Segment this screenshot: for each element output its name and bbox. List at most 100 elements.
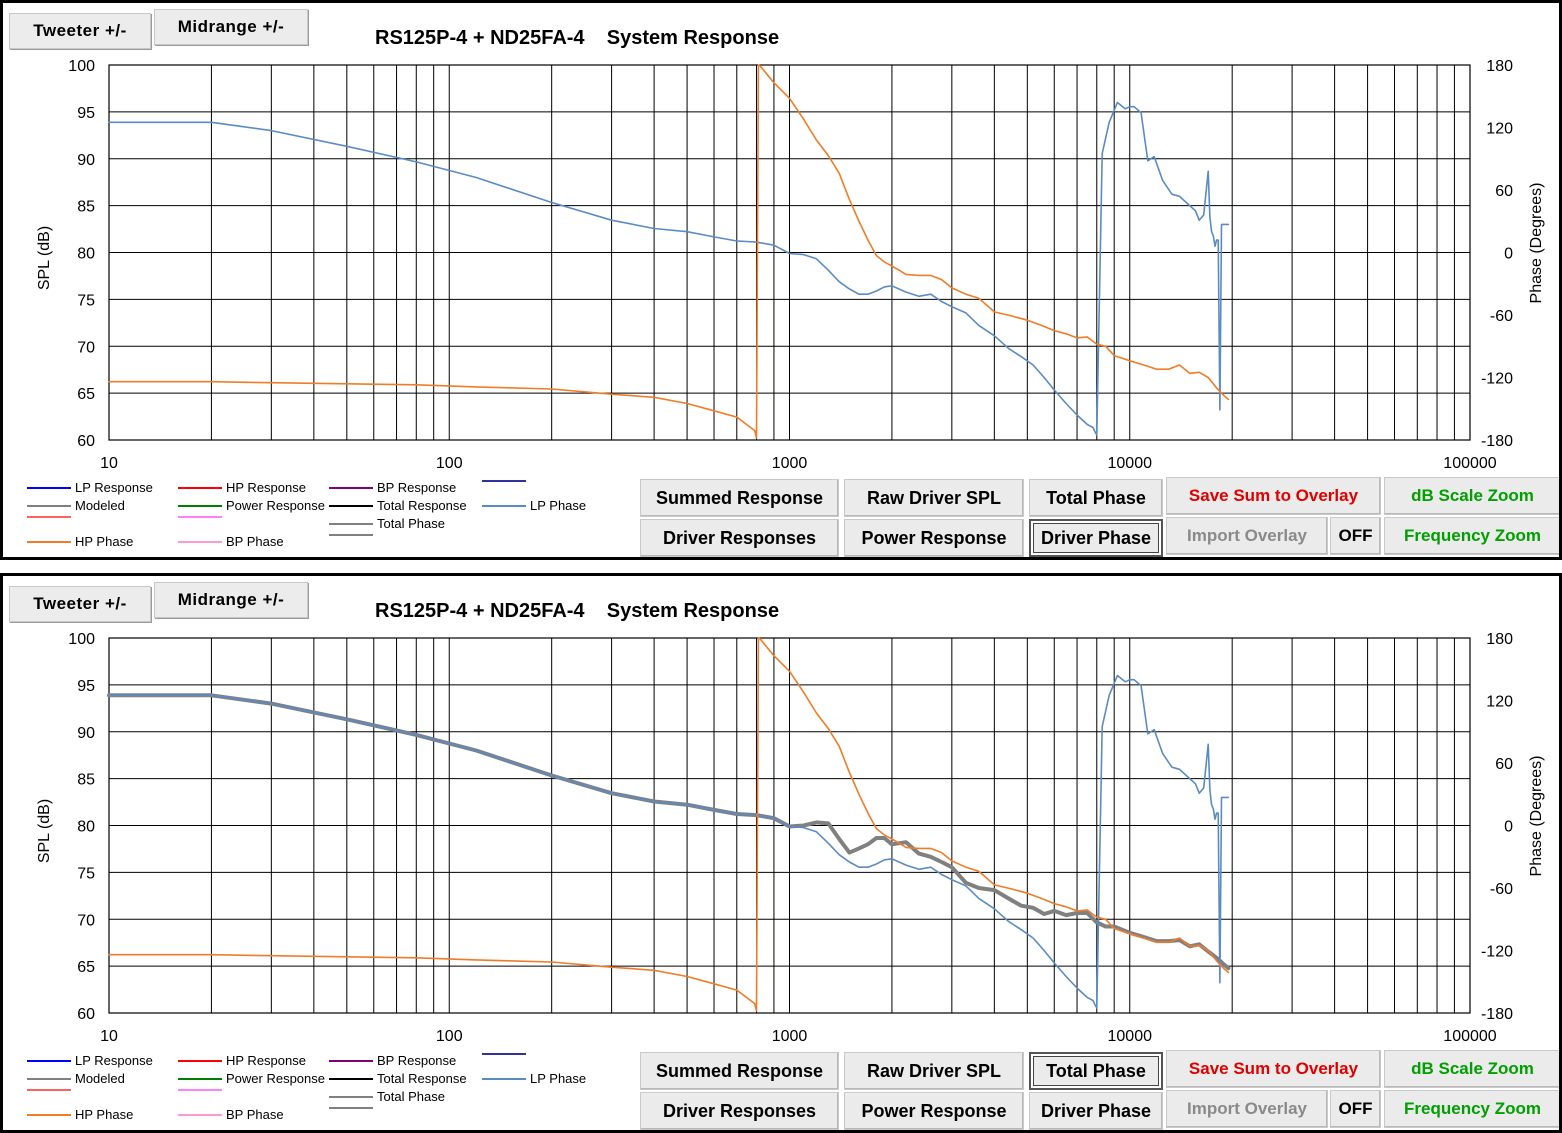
legend-swatch [329, 486, 373, 489]
y2-tick-label: 60 [1495, 756, 1513, 773]
driver-phase-button[interactable]: Driver Phase [1029, 1092, 1163, 1130]
hp-phase-series [108, 64, 1230, 439]
power-response-button[interactable]: Power Response [844, 519, 1024, 557]
legend-item: Modeled [27, 498, 125, 513]
legend-label: LP Response [75, 480, 153, 495]
summed-response-button[interactable]: Summed Response [640, 1052, 839, 1090]
y-tick-label: 70 [77, 339, 95, 356]
legend-item: Power Response [178, 498, 325, 513]
legend-label: Power Response [226, 1071, 325, 1086]
legend-label: Total Response [377, 498, 467, 513]
midrange-polarity-button[interactable]: Midrange +/- [154, 582, 308, 618]
total-phase-button[interactable]: Total Phase [1029, 479, 1163, 517]
y-tick-label: 100 [68, 631, 95, 648]
y2-axis-label: Phase (Degrees) [1528, 756, 1545, 877]
legend-swatch [329, 1095, 373, 1098]
legend-label: Modeled [75, 1071, 125, 1086]
legend-swatch [178, 1089, 222, 1091]
y2-tick-label: -180 [1481, 1006, 1513, 1023]
legend-label: LP Response [75, 1053, 153, 1068]
legend-swatch [482, 480, 526, 482]
chart-title: RS125P-4 + ND25FA-4 System Response [375, 600, 780, 622]
legend-swatch [178, 1113, 222, 1116]
legend-swatch [482, 504, 526, 507]
y2-tick-label: 120 [1486, 121, 1513, 138]
y-tick-label: 90 [77, 152, 95, 169]
y-tick-label: 75 [77, 865, 95, 882]
legend-item: Total Phase [329, 1089, 445, 1104]
x-tick-label: 1000 [772, 1028, 808, 1045]
legend-item: BP Response [329, 480, 456, 495]
overlay-toggle[interactable]: OFF [1330, 1090, 1381, 1128]
legend-item: HP Phase [27, 534, 133, 549]
y-tick-label: 60 [77, 433, 95, 450]
legend-item [329, 534, 377, 536]
x-tick-label: 10000 [1108, 1028, 1153, 1045]
legend-swatch [329, 522, 373, 525]
legend-swatch [178, 540, 222, 543]
x-tick-label: 100 [436, 455, 463, 472]
y2-tick-label: 120 [1486, 694, 1513, 711]
legend-swatch [329, 504, 373, 507]
legend-label: Power Response [226, 498, 325, 513]
y-tick-label: 70 [77, 912, 95, 929]
db-scale-zoom-button[interactable]: dB Scale Zoom [1384, 1050, 1559, 1088]
db-scale-zoom-button[interactable]: dB Scale Zoom [1384, 477, 1559, 515]
legend-label: Total Response [377, 1071, 467, 1086]
legend-swatch [27, 516, 71, 518]
raw-driver-spl-button[interactable]: Raw Driver SPL [844, 1052, 1024, 1090]
legend-item: Modeled [27, 1071, 125, 1086]
total-phase-button[interactable]: Total Phase [1029, 1052, 1163, 1090]
legend-item [482, 1053, 530, 1055]
legend-swatch [27, 540, 71, 543]
legend-item: HP Phase [27, 1107, 133, 1122]
legend-label: LP Phase [530, 1071, 587, 1086]
legend-item: HP Response [178, 1053, 306, 1068]
plot-frame [108, 637, 1471, 1014]
save-sum-to-overlay-button[interactable]: Save Sum to Overlay [1166, 477, 1381, 515]
y-tick-label: 65 [77, 959, 95, 976]
legend-item [178, 516, 226, 518]
y-tick-label: 65 [77, 386, 95, 403]
y-axis-label: SPL (dB) [36, 226, 53, 290]
legend-label: HP Response [226, 1053, 306, 1068]
legend-swatch [329, 1059, 373, 1062]
y-tick-label: 90 [77, 725, 95, 742]
system-response-panel: Tweeter +/- Midrange +/- RS125P-4 + ND25… [0, 573, 1562, 1133]
tweeter-polarity-button[interactable]: Tweeter +/- [9, 13, 151, 49]
legend-swatch [178, 1059, 222, 1062]
frequency-zoom-button[interactable]: Frequency Zoom [1384, 517, 1559, 555]
legend-item: Total Response [329, 1071, 467, 1086]
frequency-zoom-button[interactable]: Frequency Zoom [1384, 1090, 1559, 1128]
tweeter-polarity-button[interactable]: Tweeter +/- [9, 586, 151, 622]
legend-swatch [27, 504, 71, 507]
midrange-polarity-button[interactable]: Midrange +/- [154, 9, 308, 45]
driver-phase-button[interactable]: Driver Phase [1029, 519, 1163, 557]
legend-item: HP Response [178, 480, 306, 495]
legend-item: Total Response [329, 498, 467, 513]
x-tick-label: 1000 [772, 455, 808, 472]
y-tick-label: 75 [77, 292, 95, 309]
power-response-button[interactable]: Power Response [844, 1092, 1024, 1130]
raw-driver-spl-button[interactable]: Raw Driver SPL [844, 479, 1024, 517]
legend-item: LP Response [27, 480, 153, 495]
legend-swatch [329, 1107, 373, 1109]
driver-responses-button[interactable]: Driver Responses [640, 1092, 839, 1130]
import-overlay-button[interactable]: Import Overlay [1166, 1090, 1328, 1128]
legend-swatch [27, 1113, 71, 1116]
lp-phase-series [108, 101, 1230, 436]
legend-item: Total Phase [329, 516, 445, 531]
response-chart: 60 65 70 75 80 85 90 95 100 -180 -120 -60 0 60 120 180 1… [36, 631, 1545, 1045]
legend-label: BP Phase [226, 534, 284, 549]
legend-swatch [27, 1059, 71, 1062]
legend-label: HP Phase [75, 1107, 134, 1122]
driver-responses-button[interactable]: Driver Responses [640, 519, 839, 557]
overlay-toggle[interactable]: OFF [1330, 517, 1381, 555]
chart-legend: LP Response Modeled HP Phase HP Response Pow… [27, 480, 627, 557]
y-tick-label: 85 [77, 772, 95, 789]
import-overlay-button[interactable]: Import Overlay [1166, 517, 1328, 555]
save-sum-to-overlay-button[interactable]: Save Sum to Overlay [1166, 1050, 1381, 1088]
summed-response-button[interactable]: Summed Response [640, 479, 839, 517]
legend-label: BP Response [377, 1053, 457, 1068]
chart-title: RS125P-4 + ND25FA-4 System Response [375, 27, 780, 49]
